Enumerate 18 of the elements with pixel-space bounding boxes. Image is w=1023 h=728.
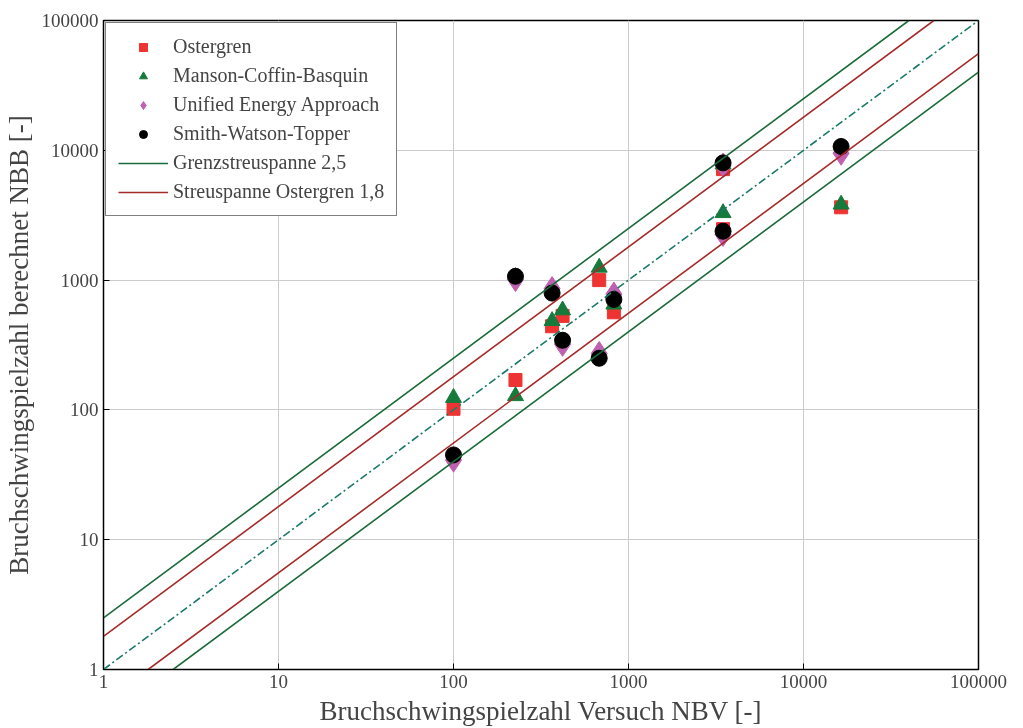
x-tick-label: 10 xyxy=(269,670,288,692)
legend-label: Streuspanne Ostergren 1,8 xyxy=(173,180,385,203)
y-tick-label: 100 xyxy=(70,399,99,421)
x-tick-label: 1000 xyxy=(609,670,648,692)
x-tick-label: 100000 xyxy=(950,670,1007,692)
y-axis-title: Bruchschwingspielzahl berechnet NBB [-] xyxy=(3,115,34,575)
x-tick-label: 100 xyxy=(439,670,468,692)
x-axis-title: Bruchschwingspielzahl Versuch NBV [-] xyxy=(319,695,762,726)
legend-label: Manson-Coffin-Basquin xyxy=(173,64,369,87)
y-tick-label: 100000 xyxy=(41,10,99,31)
x-tick-label: 10000 xyxy=(779,670,828,692)
legend-label: Unified Energy Approach xyxy=(173,93,380,116)
y-tick-label: 10000 xyxy=(51,139,99,161)
y-tick-label: 10 xyxy=(79,529,99,551)
legend-label: Grenzstreuspanne 2,5 xyxy=(173,151,347,174)
y-tick-label: 1000 xyxy=(60,269,99,291)
legend-label: Smith-Watson-Topper xyxy=(173,122,350,145)
legend-label: Ostergren xyxy=(173,35,252,58)
